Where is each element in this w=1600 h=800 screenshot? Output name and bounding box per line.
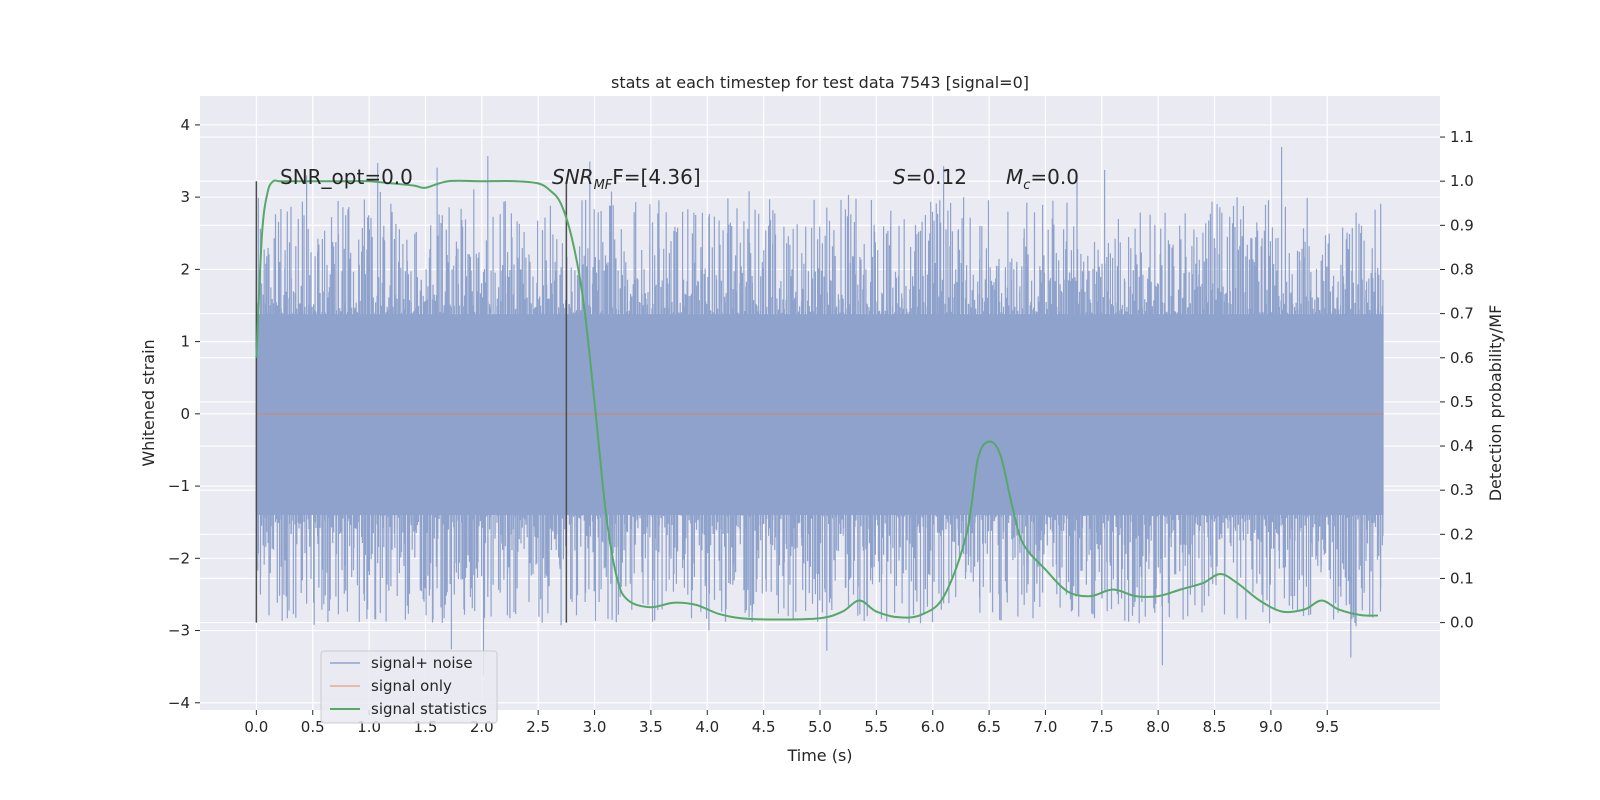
legend-box: [320, 650, 498, 724]
annotation-snr-mf-label: SNR: [552, 165, 594, 189]
x-tick-label: 7.0: [1034, 718, 1058, 736]
annotation-mc-value: =0.0: [1030, 165, 1079, 189]
annotation-snr-mf-subscript: MF: [594, 178, 613, 193]
x-axis-title: Time (s): [786, 746, 852, 765]
y2-tick-label: 0.8: [1450, 260, 1474, 278]
x-tick-label: 5.5: [864, 718, 888, 736]
annotation-s-value: =0.12: [906, 165, 967, 189]
y-tick-label: −1: [168, 477, 190, 495]
annotation-s: S=0.12: [893, 165, 967, 189]
y2-tick-label: 0.1: [1450, 569, 1474, 587]
x-tick-label: 0.5: [301, 718, 325, 736]
annotation-s-label: S: [893, 165, 906, 189]
legend-label-noise: signal+ noise: [371, 654, 473, 672]
y2-tick-label: 1.1: [1450, 128, 1474, 146]
y2-tick-label: 0.6: [1450, 349, 1474, 367]
x-tick-label: 3.5: [639, 718, 663, 736]
y-tick-label: 3: [180, 188, 190, 206]
signal-statistics-series: [255, 179, 1379, 621]
x-tick-label: 6.5: [977, 718, 1001, 736]
signal-statistics-line: [255, 179, 1379, 621]
annotation-snr-mf: SNRMFF=[4.36]: [552, 165, 701, 193]
annotation-mc-label: M: [1006, 165, 1023, 189]
y-tick-label: −2: [168, 549, 190, 567]
x-tick-label: 7.5: [1090, 718, 1114, 736]
y2-tick-label: 1.0: [1450, 172, 1474, 190]
y-tick-label: 4: [180, 116, 190, 134]
x-tick-label: 2.5: [526, 718, 550, 736]
annotation-snr-mf-value: F=[4.36]: [612, 165, 700, 189]
vertical-markers: [255, 181, 568, 623]
x-tick-label: 5.0: [808, 718, 832, 736]
x-axis-ticks: 0.0 0.5 1.0 1.5 2.0 2.5 3.0 3.5 4.0 4.5 5.0 5.5 6.0 6…: [244, 710, 1339, 736]
y-axis-ticks: −4 −3 −2 −1 0 1 2 3 4: [168, 116, 200, 712]
y2-tick-label: 0.0: [1450, 614, 1474, 632]
y-tick-label: −4: [168, 694, 190, 712]
y-axis-title: Whitened strain: [139, 339, 158, 466]
y2-axis-title: Detection probability/MF: [1486, 305, 1505, 502]
y2-tick-label: 0.2: [1450, 525, 1474, 543]
x-tick-label: 4.0: [695, 718, 719, 736]
y-tick-label: −3: [168, 622, 190, 640]
x-tick-label: 0.0: [244, 718, 268, 736]
y-tick-label: 2: [180, 260, 190, 278]
x-tick-label: 9.0: [1259, 718, 1283, 736]
y2-tick-label: 0.4: [1450, 437, 1474, 455]
x-tick-label: 4.5: [752, 718, 776, 736]
y2-axis-ticks: 0.0 0.1 0.2 0.3 0.4 0.5 0.6 0.7 0.8 0.9 1.0 1.1: [1440, 128, 1474, 632]
legend-label-statistics: signal statistics: [371, 700, 487, 718]
annotation-snr-opt: SNR_opt=0.0: [280, 165, 413, 189]
y-tick-label: 1: [180, 333, 190, 351]
x-tick-label: 8.0: [1146, 718, 1170, 736]
chart-title: stats at each timestep for test data 754…: [611, 73, 1029, 92]
annotation-mc-subscript: c: [1023, 178, 1030, 193]
y2-tick-label: 0.3: [1450, 481, 1474, 499]
x-tick-label: 3.0: [583, 718, 607, 736]
x-tick-label: 9.5: [1315, 718, 1339, 736]
y-tick-label: 0: [180, 405, 190, 423]
legend: signal+ noise signal only signal statist…: [320, 650, 498, 724]
y2-tick-label: 0.5: [1450, 393, 1474, 411]
y2-tick-label: 0.9: [1450, 216, 1474, 234]
annotation-mc: Mc=0.0: [1006, 165, 1079, 193]
x-tick-label: 6.0: [921, 718, 945, 736]
legend-label-signal: signal only: [371, 677, 452, 695]
x-tick-label: 8.5: [1203, 718, 1227, 736]
y2-tick-label: 0.7: [1450, 305, 1474, 323]
